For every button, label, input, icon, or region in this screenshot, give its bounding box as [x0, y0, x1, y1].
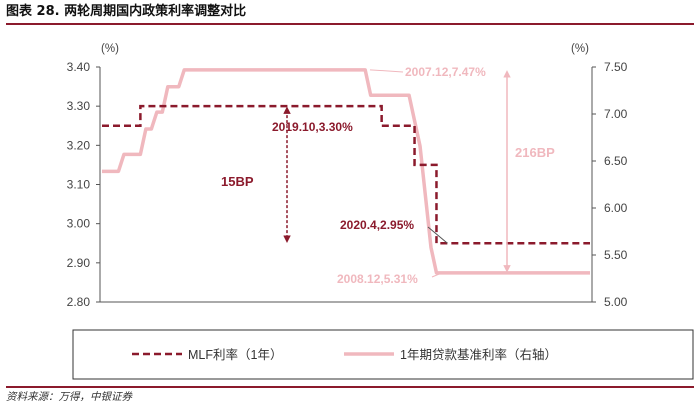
left-tick-label: 3.30: [67, 99, 91, 113]
left-axis-ticks: 3.40 3.30 3.20 3.10 3.00 2.90 2.80: [67, 60, 100, 309]
right-tick-label: 5.50: [604, 248, 628, 262]
left-tick-label: 3.10: [67, 178, 91, 192]
left-tick-label: 3.40: [67, 60, 91, 74]
mlf-peak-label: 2019.10,3.30%: [272, 120, 353, 134]
right-tick-label: 7.50: [604, 60, 628, 74]
right-axis-unit: (%): [571, 43, 589, 55]
lpr-peak-leader: [369, 69, 404, 73]
legend-label-mlf: MLF利率（1年）: [188, 347, 282, 362]
right-tick-label: 6.00: [604, 201, 628, 215]
left-tick-label: 2.80: [67, 295, 91, 309]
lpr-cut-label: 216BP: [515, 145, 555, 160]
lpr-peak-label: 2007.12,7.47%: [405, 65, 486, 79]
series-line-mlf: [102, 104, 590, 245]
lpr-trough-label: 2008.12,5.31%: [337, 272, 418, 286]
mlf-trough-label: 2020.4,2.95%: [340, 218, 414, 232]
mlf-cut-label: 15BP: [221, 174, 254, 189]
right-tick-label: 5.00: [604, 295, 628, 309]
right-tick-label: 6.50: [604, 154, 628, 168]
left-tick-label: 3.20: [67, 138, 91, 152]
left-axis-unit: (%): [101, 43, 119, 55]
right-axis-ticks: 7.50 7.00 6.50 6.00 5.50 5.00: [592, 60, 628, 309]
source-note: 资料来源：万得，中银证券: [6, 386, 694, 404]
left-tick-label: 3.00: [67, 217, 91, 231]
left-tick-label: 2.90: [67, 256, 91, 270]
mlf-trough-leader: [427, 226, 448, 244]
lpr-trough-leader: [431, 272, 443, 278]
series-line-lpr: [102, 68, 590, 275]
chart-title: 图表 28. 两轮周期国内政策利率调整对比: [6, 1, 694, 25]
legend-label-lpr: 1年期贷款基准利率（右轴）: [400, 347, 557, 362]
right-tick-label: 7.00: [604, 107, 628, 121]
